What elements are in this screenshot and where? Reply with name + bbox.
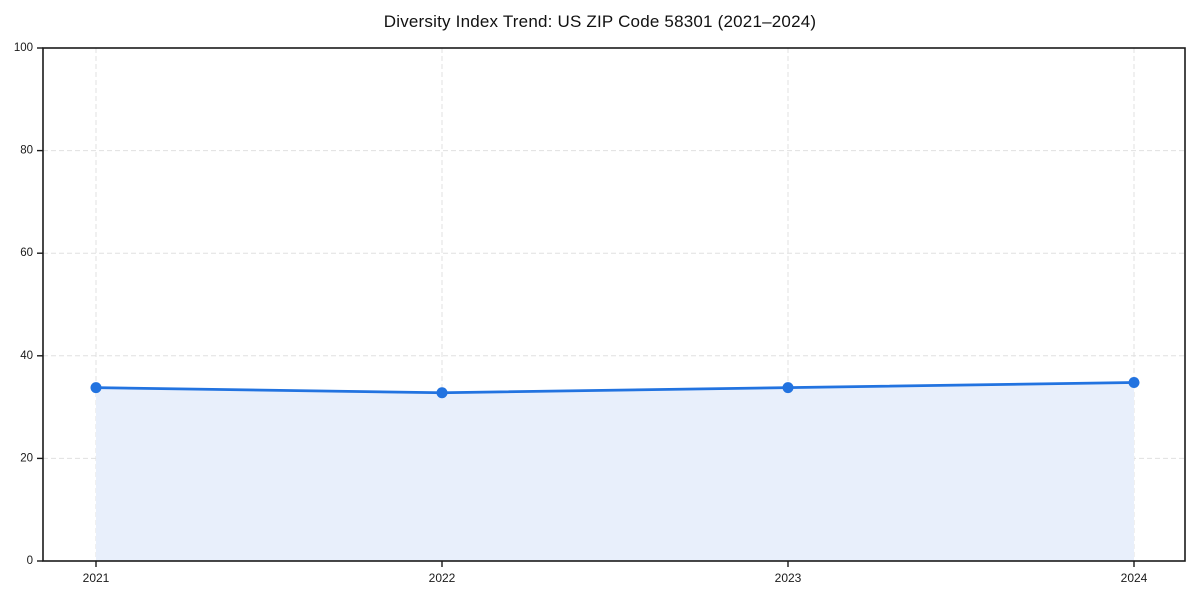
y-tick-label: 40 bbox=[20, 350, 33, 362]
plot-border bbox=[42, 47, 1186, 562]
data-point-marker bbox=[782, 382, 794, 394]
y-tick-label: 0 bbox=[27, 555, 33, 567]
x-tick-label: 2023 bbox=[775, 571, 802, 585]
y-tick-label: 80 bbox=[20, 145, 33, 157]
chart-title: Diversity Index Trend: US ZIP Code 58301… bbox=[383, 12, 817, 31]
area-fill bbox=[96, 382, 1134, 561]
y-tick-label: 20 bbox=[20, 452, 33, 464]
trend-line bbox=[94, 381, 1136, 395]
x-tick-label: 2021 bbox=[83, 571, 110, 585]
data-point-marker bbox=[436, 387, 448, 399]
data-point-marker bbox=[1128, 376, 1140, 388]
x-tick-label: 2024 bbox=[1121, 571, 1148, 585]
data-point-marker bbox=[90, 382, 102, 394]
y-tick-label: 100 bbox=[14, 42, 33, 54]
y-tick-label: 60 bbox=[20, 247, 33, 259]
x-tick-label: 2022 bbox=[429, 571, 456, 585]
